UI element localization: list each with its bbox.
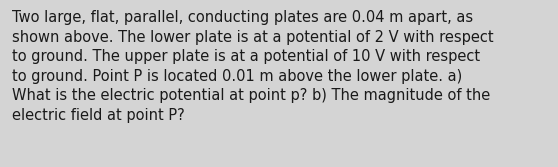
Text: Two large, flat, parallel, conducting plates are 0.04 m apart, as
shown above. T: Two large, flat, parallel, conducting pl…: [12, 10, 494, 123]
